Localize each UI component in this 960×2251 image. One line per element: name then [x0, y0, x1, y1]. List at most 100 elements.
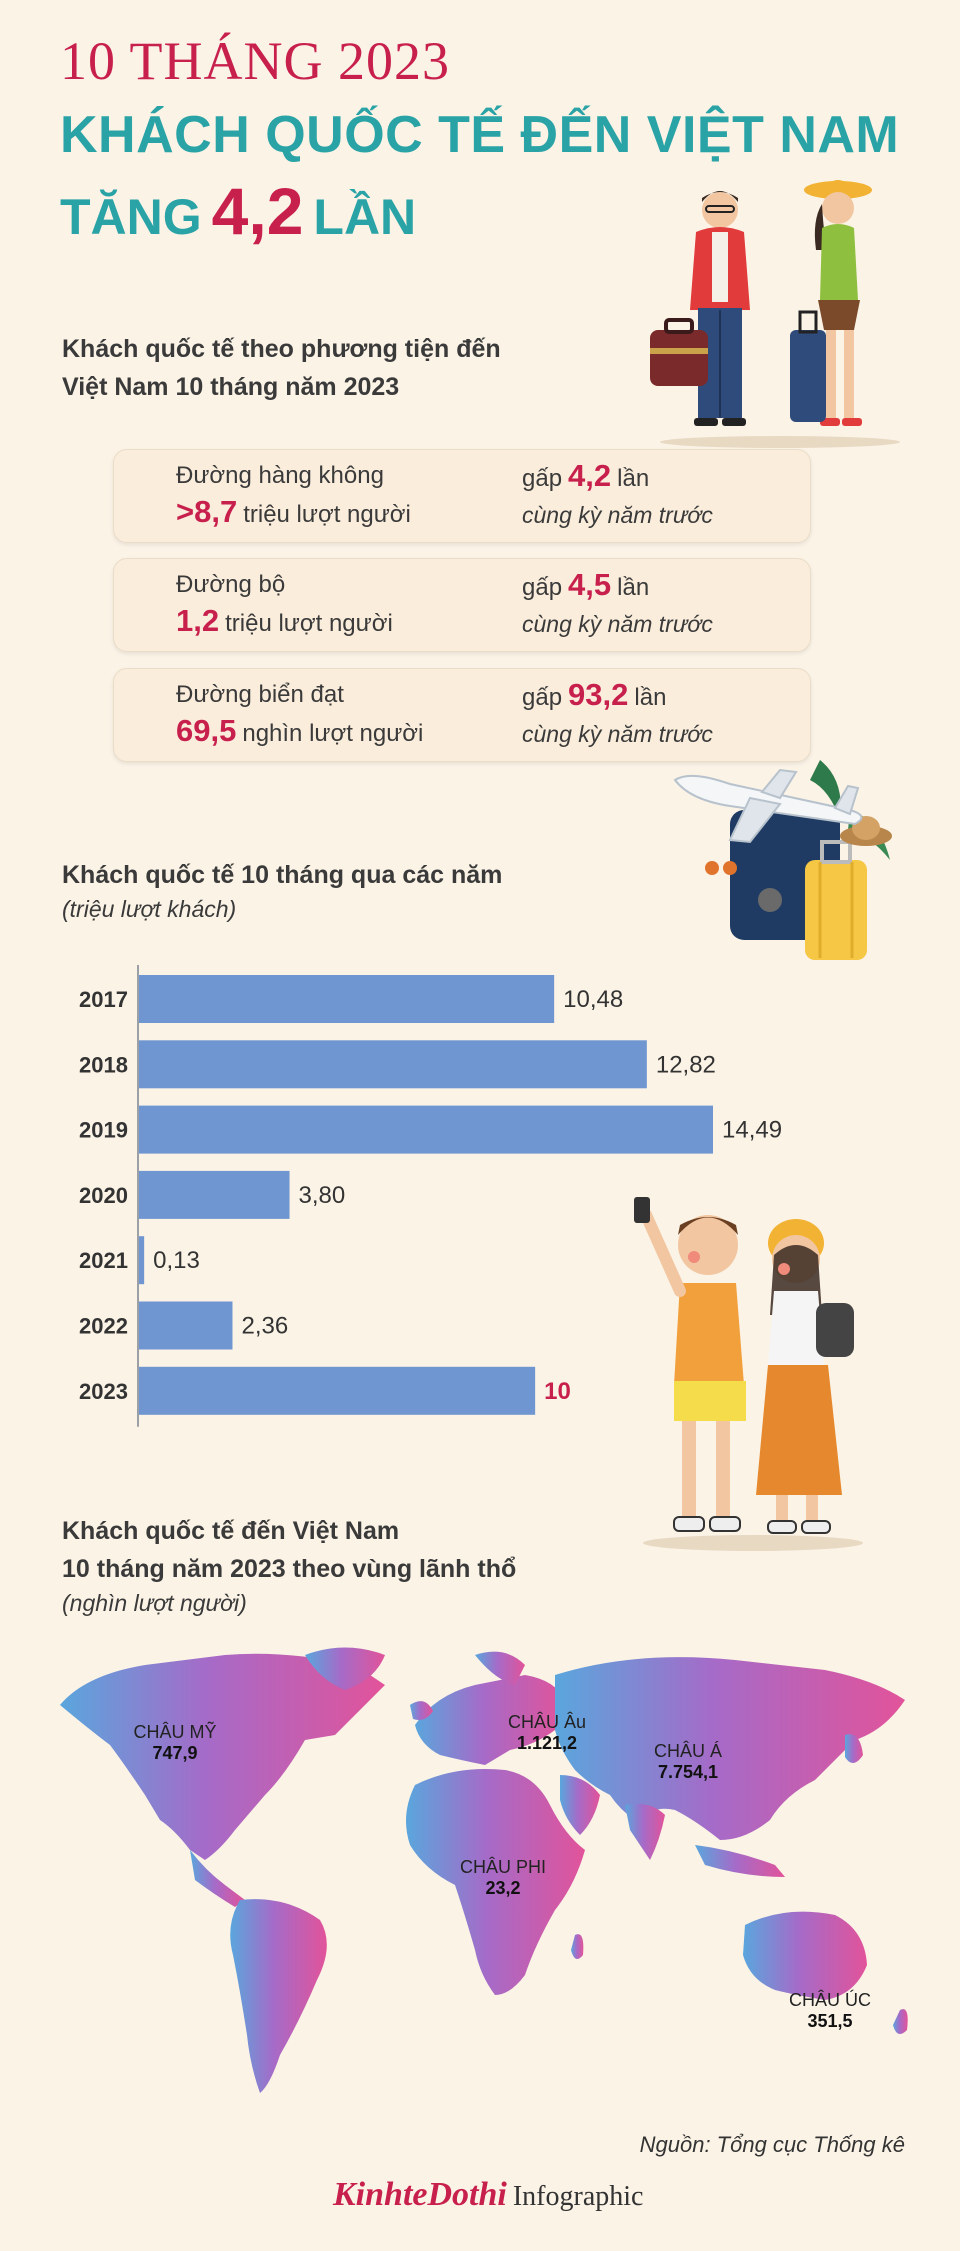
region-value: 7.754,1	[657, 1762, 719, 1782]
india-shape	[625, 1803, 665, 1860]
multiplier-number: 93,2	[568, 677, 629, 712]
region-africa: CHÂU PHI 23,2	[443, 1857, 563, 1899]
y-tick-label: 2018	[79, 1052, 128, 1077]
transport-title-line-2: Việt Nam 10 tháng năm 2023	[62, 373, 400, 401]
scandinavia-shape	[475, 1651, 525, 1685]
transport-multiplier: gấp 93,2 lần	[522, 677, 666, 713]
transport-value-number: 69,5	[176, 713, 237, 748]
world-map	[60, 1647, 908, 2093]
bar-value-label: 3,80	[299, 1182, 346, 1209]
transport-compare: cùng kỳ năm trước	[522, 721, 713, 747]
bar	[139, 975, 555, 1023]
region-name: CHÂU ÚC	[788, 1990, 871, 2010]
transport-value: >8,7 triệu lượt người	[176, 494, 411, 530]
central-america-shape	[190, 1850, 245, 1907]
bar-chart: 2017 10,48 2018 12,82 2019 14,49 2020 3,80 2021 0…	[79, 965, 782, 1427]
bar	[139, 1301, 233, 1350]
multiplier-number: 4,5	[568, 567, 612, 602]
y-tick-label: 2019	[79, 1118, 128, 1143]
bar	[139, 1170, 290, 1219]
title-times-label: LẦN	[313, 189, 417, 245]
bar	[139, 1236, 145, 1285]
europe-shape	[415, 1675, 565, 1765]
multiplier-prefix: gấp	[522, 574, 563, 601]
new-zealand-shape	[893, 2009, 908, 2034]
sea-islands-shape	[695, 1845, 785, 1877]
multiplier-prefix: gấp	[522, 465, 563, 492]
brand-suffix: Infographic	[512, 2181, 644, 2212]
y-tick-label: 2017	[79, 987, 128, 1012]
multiplier-suffix: lần	[617, 465, 650, 492]
selfie-couple-illustration	[634, 1197, 863, 1551]
transport-card-road: Đường bộ 1,2 triệu lượt người gấp 4,5 lần c…	[113, 558, 811, 652]
greenland-shape	[305, 1647, 385, 1690]
region-europe: CHÂU Âu 1.121,2	[487, 1712, 607, 1754]
source-note: Nguồn: Tổng cục Thống kê	[639, 2132, 905, 2157]
region-americas: CHÂU MỸ 747,9	[110, 1722, 240, 1764]
brand-name: KinhteDothi	[333, 2176, 507, 2213]
region-name: CHÂU PHI	[459, 1857, 546, 1877]
transport-value: 1,2 triệu lượt người	[176, 603, 393, 639]
title-increase-label: TĂNG	[60, 189, 202, 245]
title-line-3: TĂNG 4,2 LẦN	[60, 178, 416, 244]
bar	[139, 1366, 536, 1415]
transport-multiplier: gấp 4,2 lần	[522, 458, 649, 494]
region-oceania: CHÂU ÚC 351,5	[770, 1990, 890, 2032]
transport-value-unit: nghìn lượt người	[242, 720, 424, 747]
bar-value-label: 12,82	[656, 1051, 716, 1078]
continents	[60, 1647, 908, 2093]
transport-card-air: Đường hàng không >8,7 triệu lượt người gấ…	[113, 449, 811, 543]
south-america-shape	[230, 1899, 327, 2093]
transport-multiplier: gấp 4,5 lần	[522, 567, 649, 603]
multiplier-suffix: lần	[617, 574, 650, 601]
regions-subtitle: (nghìn lượt người)	[62, 1590, 247, 1616]
africa-shape	[406, 1769, 585, 1995]
regions-title: Khách quốc tế đến Việt Nam 10 tháng năm …	[62, 1512, 516, 1588]
bar-value-label: 14,49	[722, 1117, 782, 1144]
regions-title-line-1: Khách quốc tế đến Việt Nam	[62, 1517, 400, 1545]
regions-title-line-2: 10 tháng năm 2023 theo vùng lãnh thổ	[62, 1555, 517, 1583]
title-line-2: KHÁCH QUỐC TẾ ĐẾN VIỆT NAM	[60, 106, 900, 164]
bar	[139, 1040, 647, 1089]
y-tick-label: 2020	[79, 1183, 128, 1208]
transport-label: Đường bộ	[176, 571, 286, 598]
region-name: CHÂU Á	[653, 1741, 722, 1761]
region-value: 23,2	[485, 1878, 521, 1898]
region-name: CHÂU Âu	[507, 1712, 587, 1732]
uk-shape	[410, 1701, 433, 1720]
multiplier-number: 4,2	[568, 458, 612, 493]
bar-value-label: 10,48	[563, 986, 623, 1013]
chart-subtitle: (triệu lượt khách)	[62, 896, 237, 922]
bar-value-label: 10	[544, 1378, 571, 1405]
transport-value-number: >8,7	[176, 494, 238, 529]
region-value: 747,9	[152, 1743, 198, 1763]
arabia-shape	[560, 1775, 600, 1835]
brand-logo: KinhteDothi Infographic	[333, 2176, 643, 2214]
transport-value: 69,5 nghìn lượt người	[176, 713, 423, 749]
bar	[139, 1105, 713, 1154]
y-tick-label: 2021	[79, 1248, 128, 1273]
bar-value-label: 0,13	[153, 1247, 200, 1274]
transport-title-line-1: Khách quốc tế theo phương tiện đến	[62, 335, 501, 363]
transport-value-number: 1,2	[176, 603, 220, 638]
region-name: CHÂU MỸ	[133, 1722, 217, 1742]
airplane-luggage-illustration	[673, 760, 892, 960]
transport-value-unit: triệu lượt người	[243, 501, 411, 528]
transport-label: Đường biển đạt	[176, 681, 344, 708]
region-value: 1.121,2	[516, 1733, 578, 1753]
region-value: 351,5	[807, 2011, 853, 2031]
multiplier-prefix: gấp	[522, 684, 563, 711]
madagascar-shape	[571, 1934, 584, 1959]
y-tick-label: 2022	[79, 1314, 128, 1339]
title-increase-number: 4,2	[211, 174, 304, 248]
bar-value-label: 2,36	[241, 1313, 288, 1340]
transport-label: Đường hàng không	[176, 462, 384, 489]
travelers-illustration	[650, 180, 900, 448]
multiplier-suffix: lần	[634, 684, 667, 711]
y-tick-label: 2023	[79, 1379, 128, 1404]
region-asia: CHÂU Á 7.754,1	[628, 1741, 748, 1783]
transport-card-sea: Đường biển đạt 69,5 nghìn lượt người gấp 9…	[113, 668, 811, 762]
north-america-shape	[60, 1653, 385, 1860]
japan-shape	[845, 1734, 863, 1764]
transport-value-unit: triệu lượt người	[225, 610, 393, 637]
